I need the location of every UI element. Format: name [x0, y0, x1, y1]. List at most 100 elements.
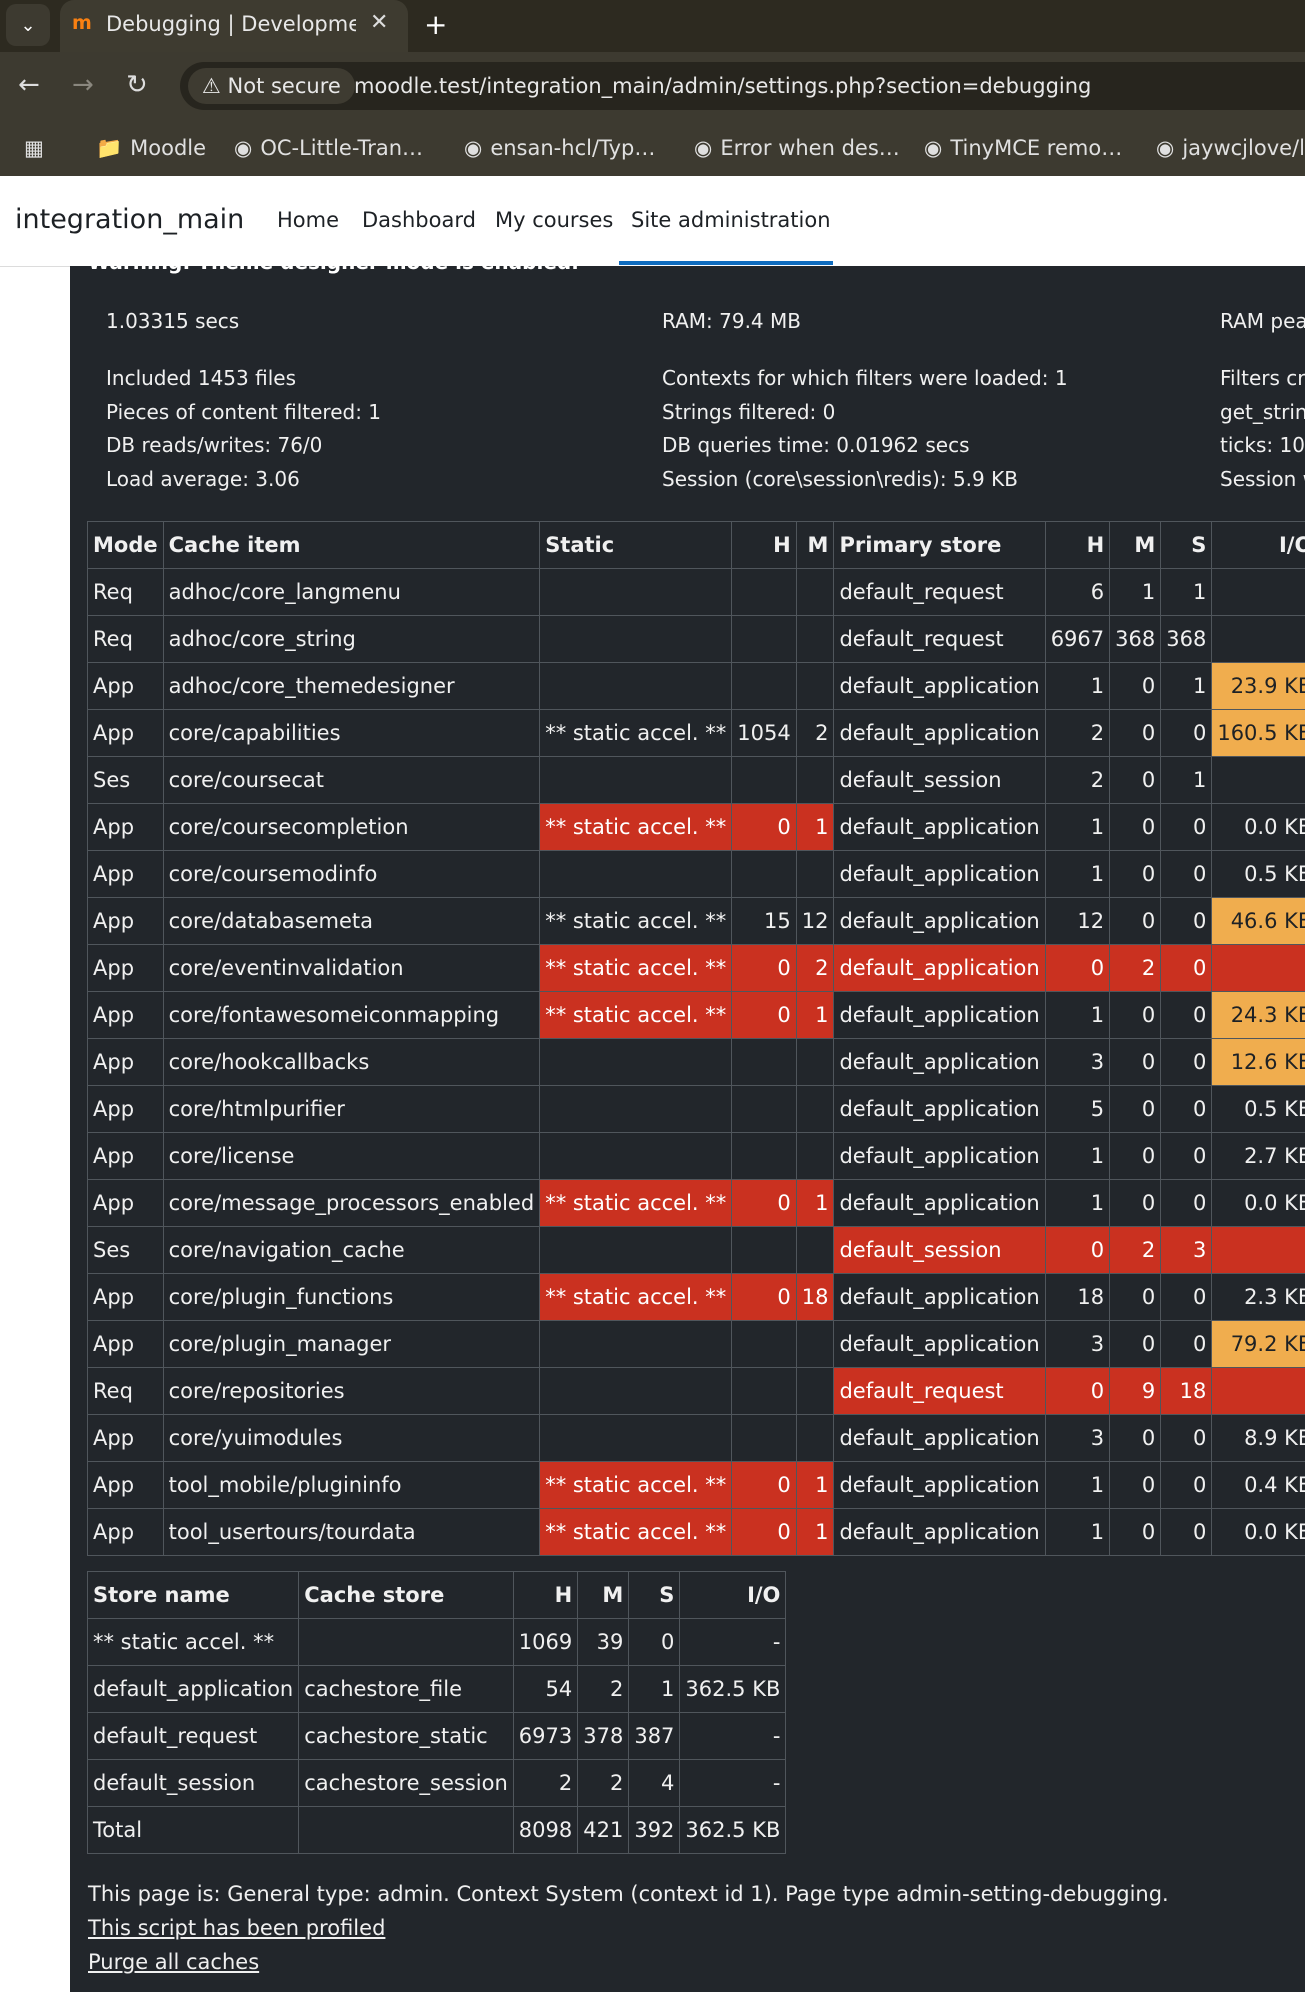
cell-store-sets: 4 [628, 1759, 681, 1807]
perf-get-string: get_strin [1220, 400, 1305, 424]
cell-static-hits [731, 1367, 797, 1415]
cell-misses: 0 [1109, 756, 1162, 804]
bookmark-label: OC-Little-Tran… [260, 136, 424, 160]
bookmark-jaywcjlove[interactable]: ◉ jaywcjlove/l [1156, 136, 1305, 160]
cell-static-misses: 1 [795, 803, 835, 851]
cell-store-misses: 39 [577, 1618, 630, 1666]
header-store-name: Store name [86, 1571, 300, 1619]
nav-my-courses[interactable]: My courses [495, 208, 614, 232]
header-store-sets: S [628, 1571, 681, 1619]
cell-cache-store: cachestore_session [298, 1759, 514, 1807]
bookmark-tinymce[interactable]: ◉ TinyMCE remo… [924, 136, 1122, 160]
cell-static-hits: 15 [731, 897, 797, 945]
cell-static [539, 1320, 733, 1368]
bookmark-ensan-hcl[interactable]: ◉ ensan-hcl/Typ… [464, 136, 655, 160]
store-table-row: Total 8098 421 392 362.5 KB [86, 1806, 787, 1854]
tab-title: Debugging | Development [106, 12, 356, 36]
tab-close-icon[interactable]: ✕ [370, 10, 389, 35]
cell-static-hits [731, 1320, 797, 1368]
cell-store-hits: 6973 [512, 1712, 579, 1760]
cache-table-row: App core/eventinvalidation ** static accel… [87, 944, 1305, 992]
nav-home[interactable]: Home [277, 208, 340, 232]
cell-static-misses: 12 [795, 897, 835, 945]
nav-site-administration[interactable]: Site administration [631, 208, 831, 232]
cell-sets: 0 [1160, 1461, 1213, 1509]
cell-static-misses [795, 1414, 835, 1462]
cell-io: - [1211, 1367, 1305, 1415]
url-text[interactable]: moodle.test/integration_main/admin/setti… [354, 74, 1092, 98]
cache-table-row: Ses core/navigation_cache default_session 0… [87, 1226, 1305, 1274]
perf-session-wait: Session w [1220, 467, 1305, 491]
cell-sets: 0 [1160, 1179, 1213, 1227]
cell-primary-store: default_application [833, 1085, 1046, 1133]
cell-static: ** static accel. ** [539, 991, 733, 1039]
cell-primary-store: default_application [833, 662, 1046, 710]
not-secure-chip[interactable]: ⚠ Not secure [188, 68, 355, 104]
cell-mode: App [87, 944, 164, 992]
cell-static [539, 850, 733, 898]
cell-cache-item: core/repositories [162, 1367, 541, 1415]
cell-static [539, 1038, 733, 1086]
purge-caches-link[interactable]: Purge all caches [88, 1950, 260, 1974]
address-bar[interactable]: ⚠ Not secure moodle.test/integration_mai… [180, 62, 1305, 110]
cell-static-misses [795, 1132, 835, 1180]
cell-cache-store: cachestore_static [298, 1712, 514, 1760]
cell-store-name: default_session [86, 1759, 300, 1807]
reload-icon[interactable]: ↻ [126, 70, 148, 100]
cache-table-row: App core/htmlpurifier default_application 5… [87, 1085, 1305, 1133]
cell-mode: App [87, 662, 164, 710]
perf-load-average: Load average: 3.06 [106, 467, 300, 491]
cell-primary-store: default_application [833, 1508, 1046, 1556]
cell-misses: 0 [1109, 1461, 1162, 1509]
cell-cache-item: core/databasemeta [162, 897, 541, 945]
apps-grid-icon[interactable]: ▦ [24, 136, 44, 160]
cell-static: ** static accel. ** [539, 1508, 733, 1556]
cell-store-io: 362.5 KB [679, 1806, 787, 1854]
cache-table-row: App core/hookcallbacks default_application… [87, 1038, 1305, 1086]
cell-cache-item: tool_usertours/tourdata [162, 1508, 541, 1556]
profiled-link[interactable]: This script has been profiled [88, 1916, 386, 1940]
cell-static [539, 1367, 733, 1415]
nav-dashboard[interactable]: Dashboard [362, 208, 476, 232]
cell-hits: 1 [1044, 1461, 1111, 1509]
active-nav-indicator [619, 261, 833, 265]
bookmark-folder-moodle[interactable]: 📁 Moodle [96, 136, 206, 161]
site-brand[interactable]: integration_main [15, 204, 245, 235]
github-icon: ◉ [694, 136, 713, 160]
bookmark-error-when[interactable]: ◉ Error when des… [694, 136, 900, 160]
cell-static [539, 1414, 733, 1462]
perf-session-size: Session (core\session\redis): 5.9 KB [662, 467, 1018, 491]
cell-misses: 0 [1109, 1132, 1162, 1180]
theme-designer-warning: Warning: Theme designer mode is enabled. [88, 266, 579, 274]
browser-tabstrip: ⌄ m Debugging | Development ✕ + [0, 0, 1305, 52]
cell-static-hits [731, 1132, 797, 1180]
cell-sets: 0 [1160, 1273, 1213, 1321]
cell-io: - [1211, 568, 1305, 616]
cell-static-hits: 0 [731, 803, 797, 851]
cell-static-misses [795, 1085, 835, 1133]
tab-search-chevron-icon[interactable]: ⌄ [6, 4, 50, 46]
cell-sets: 0 [1160, 897, 1213, 945]
cache-table-row: App core/license default_application 1 0 0 2.7… [87, 1132, 1305, 1180]
forward-arrow-icon[interactable]: → [72, 70, 94, 100]
cell-static-misses: 1 [795, 1179, 835, 1227]
cell-static-misses: 1 [795, 991, 835, 1039]
cell-sets: 1 [1160, 568, 1213, 616]
cell-cache-item: adhoc/core_themedesigner [162, 662, 541, 710]
cache-table-row: App tool_usertours/tourdata ** static acce… [87, 1508, 1305, 1556]
browser-tab[interactable]: m Debugging | Development ✕ [60, 0, 408, 52]
back-arrow-icon[interactable]: ← [18, 70, 40, 100]
cell-mode: App [87, 1273, 164, 1321]
cell-hits: 1 [1044, 1132, 1111, 1180]
cell-static-misses: 1 [795, 1461, 835, 1509]
bookmark-oc-little[interactable]: ◉ OC-Little-Tran… [234, 136, 423, 160]
cell-sets: 0 [1160, 991, 1213, 1039]
cell-mode: App [87, 897, 164, 945]
cell-misses: 0 [1109, 1179, 1162, 1227]
cell-primary-store: default_request [833, 568, 1046, 616]
cell-static: ** static accel. ** [539, 803, 733, 851]
cell-io: 23.9 KB [1211, 662, 1305, 710]
cell-static-hits: 0 [731, 1273, 797, 1321]
cell-hits: 0 [1044, 944, 1111, 992]
new-tab-plus-icon[interactable]: + [424, 8, 448, 41]
